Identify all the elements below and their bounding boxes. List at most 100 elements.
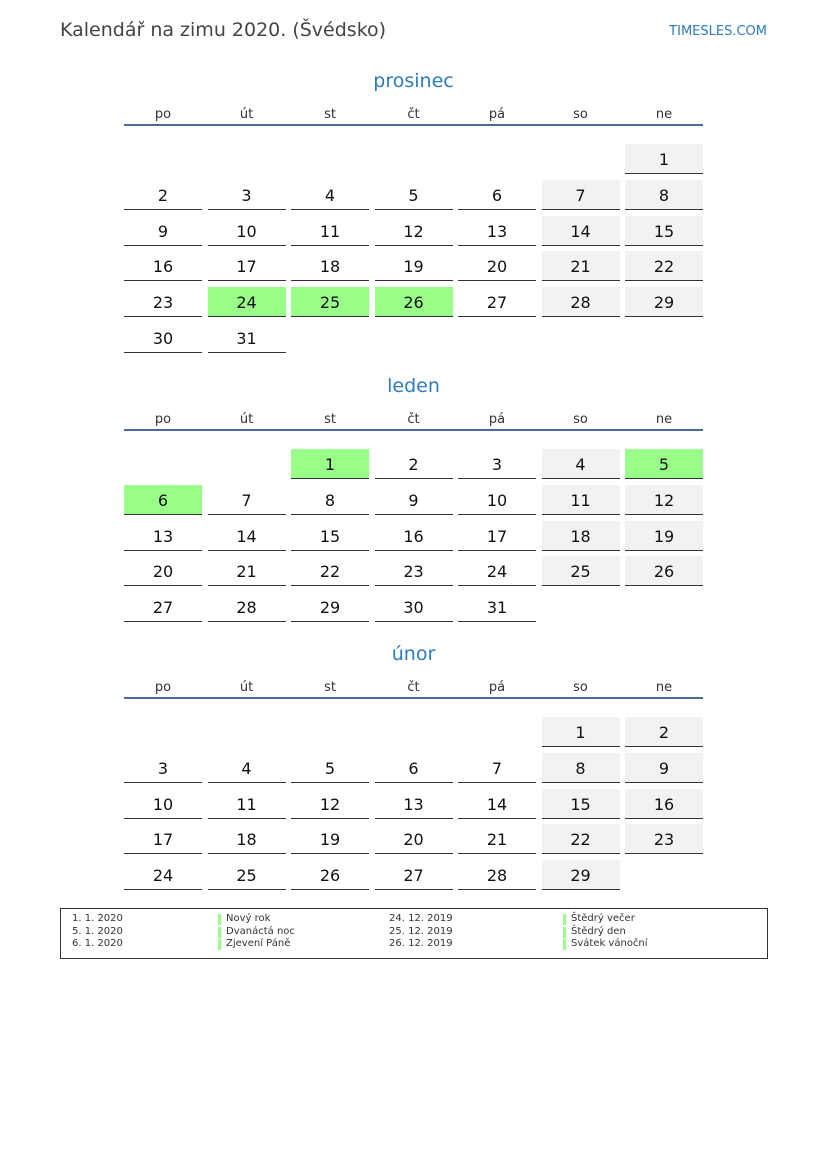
weekday-header: ne (655, 412, 673, 427)
day-cell: 27 (124, 592, 202, 623)
weekday-header: st (324, 412, 336, 427)
day-cell: 29 (291, 592, 369, 623)
day-cell: 13 (458, 216, 536, 246)
day-cell: 23 (124, 287, 202, 318)
day-cell: 5 (625, 449, 703, 479)
day-cell: 11 (207, 789, 286, 819)
day-cell: 22 (291, 556, 369, 587)
day-cell: 27 (458, 287, 536, 318)
weekday-header: čt (407, 107, 420, 122)
day-cell: 9 (124, 216, 202, 246)
day-cell: 4 (541, 449, 620, 479)
day-cell: 21 (458, 824, 536, 855)
day-cell: 21 (207, 556, 286, 587)
weekday-header: ne (655, 680, 673, 695)
holiday-color-marker (218, 939, 221, 950)
legend-holiday-name: Svátek vánoční (571, 938, 648, 949)
day-cell: 20 (124, 556, 202, 587)
month-title: únor (391, 643, 436, 665)
day-cell: 30 (124, 323, 202, 353)
day-cell: 24 (458, 556, 536, 587)
day-cell: 16 (625, 788, 703, 819)
weekday-header: so (573, 107, 588, 122)
day-cell: 10 (458, 485, 536, 515)
legend-date: 25. 12. 2019 (389, 925, 453, 937)
holiday-color-marker (218, 926, 221, 938)
day-cell: 18 (291, 251, 369, 282)
legend-date: 6. 1. 2020 (72, 938, 123, 949)
day-cell: 15 (541, 788, 620, 819)
day-cell: 17 (458, 521, 536, 551)
day-cell: 24 (124, 860, 202, 891)
day-cell: 1 (291, 449, 369, 479)
day-cell: 3 (458, 449, 536, 479)
legend-holiday-name: Nový rok (226, 913, 271, 924)
day-cell: 7 (541, 179, 620, 210)
day-cell: 21 (541, 251, 620, 282)
weekday-header: čt (407, 680, 420, 695)
legend-date: 1. 1. 2020 (72, 913, 123, 924)
page-title: Kalendář na zimu 2020. (Švédsko) (60, 19, 387, 41)
day-cell: 23 (374, 556, 453, 587)
day-cell: 20 (374, 824, 453, 855)
day-cell: 12 (374, 216, 453, 246)
day-cell: 19 (374, 251, 453, 282)
legend-date: 5. 1. 2020 (72, 925, 123, 937)
day-cell: 8 (541, 752, 620, 783)
weekday-header: so (573, 412, 588, 427)
day-cell: 2 (374, 449, 453, 479)
day-cell: 30 (374, 592, 453, 623)
day-cell: 22 (541, 824, 620, 855)
day-cell: 5 (374, 180, 453, 210)
day-cell: 9 (625, 752, 703, 783)
day-cell: 24 (207, 287, 286, 318)
day-cell: 6 (458, 180, 536, 210)
day-cell: 13 (124, 521, 202, 551)
day-cell: 1 (541, 717, 620, 747)
weekday-header: út (239, 412, 254, 427)
day-cell: 14 (207, 521, 286, 551)
day-cell: 22 (625, 251, 703, 282)
day-cell: 16 (374, 521, 453, 551)
header-rule (124, 124, 703, 126)
day-cell: 10 (124, 789, 202, 819)
day-cell: 5 (291, 753, 369, 783)
legend-holiday-name: Štědrý večer (571, 913, 635, 924)
weekday-header: út (239, 107, 254, 122)
weekday-header: po (154, 412, 172, 427)
holiday-color-marker (563, 926, 566, 938)
day-cell: 28 (207, 592, 286, 623)
day-cell: 23 (625, 824, 703, 855)
legend-holiday-name: Dvanáctá noc (226, 925, 295, 937)
day-cell: 11 (541, 484, 620, 515)
header-rule (124, 697, 703, 699)
day-cell: 12 (625, 484, 703, 515)
legend-holiday-name: Štědrý den (571, 925, 626, 937)
brand-link[interactable]: TIMESLES.COM (669, 24, 767, 39)
weekday-header: pá (488, 412, 506, 427)
day-cell: 13 (374, 789, 453, 819)
legend-date: 26. 12. 2019 (389, 938, 453, 949)
day-cell: 12 (291, 789, 369, 819)
day-cell: 29 (625, 287, 703, 318)
day-cell: 4 (291, 180, 369, 210)
day-cell: 14 (541, 215, 620, 246)
day-cell: 8 (625, 179, 703, 210)
day-cell: 20 (458, 251, 536, 282)
day-cell: 26 (374, 287, 453, 318)
weekday-header: so (573, 680, 588, 695)
day-cell: 18 (541, 520, 620, 551)
day-cell: 2 (124, 180, 202, 210)
day-cell: 25 (207, 860, 286, 891)
day-cell: 6 (374, 753, 453, 783)
day-cell: 19 (625, 520, 703, 551)
day-cell: 29 (541, 860, 620, 891)
header-rule (124, 429, 703, 431)
weekday-header: čt (407, 412, 420, 427)
day-cell: 8 (291, 485, 369, 515)
weekday-header: st (324, 680, 336, 695)
holiday-color-marker (563, 939, 566, 950)
day-cell: 7 (207, 485, 286, 515)
day-cell: 25 (291, 287, 369, 318)
holiday-color-marker (563, 914, 566, 925)
